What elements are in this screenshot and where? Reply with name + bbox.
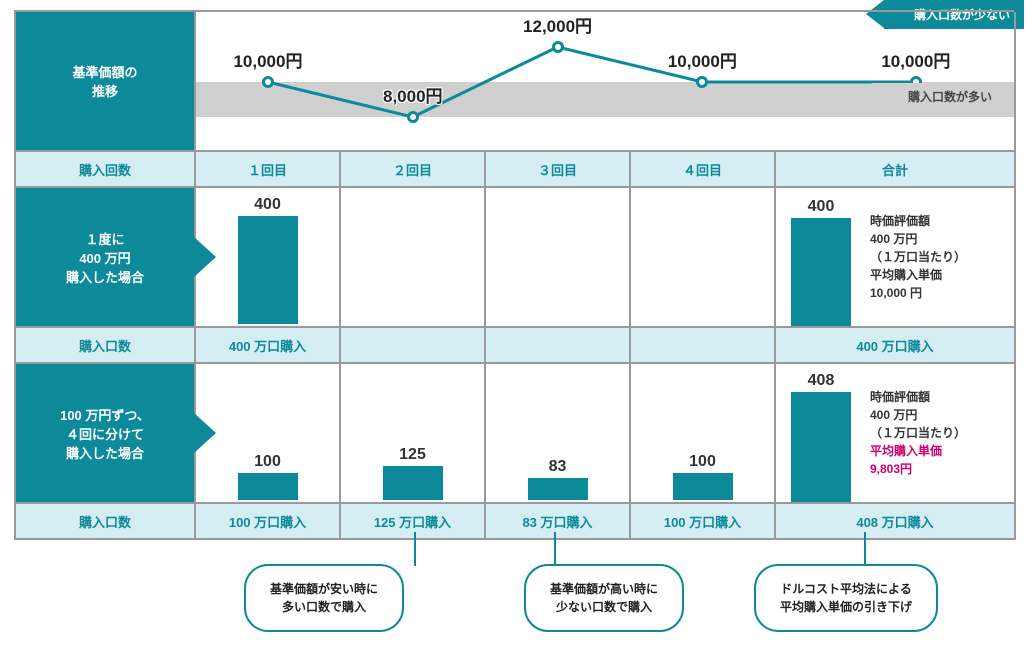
total-text-line: 9,803円 [870,460,1014,478]
chart-point [407,111,419,123]
s1-ftot: 400 万口購入 [776,328,1016,364]
bar [528,478,588,500]
bar [673,473,733,500]
s1-bar-2 [341,188,486,328]
chart-cell: 10,000円 8,000円 12,000円 10,000円 10,000円 購入口数が… [196,12,1016,152]
s2-f1: 100 万口購入 [196,504,341,540]
scenario2-title: 100 万円ずつ、 ４回に分けて 購入した場合 [16,364,196,504]
callout-tail [554,532,556,566]
total-bar-label: 400 [808,198,835,216]
callout-bubble: 基準価額が高い時に 少ない口数で購入 [524,564,684,632]
chart-line-svg [196,12,1014,152]
col-1: １回目 [196,152,341,188]
col-total: 合計 [776,152,1016,188]
bar-value-label: 100 [254,453,281,471]
s2-bar-2: 125 [341,364,486,504]
s1-bar-3 [486,188,631,328]
total-bar [791,392,851,502]
s1-f1: 400 万口購入 [196,328,341,364]
bar [238,473,298,500]
bar-value-label: 100 [689,453,716,471]
total-text-line: 時価評価額 [870,212,1014,230]
bar-value-label: 125 [399,446,426,464]
total-text-line: 10,000 円 [870,284,1014,302]
callout-tail [864,532,866,566]
chart-point-label: 10,000円 [233,47,302,72]
s1-f2 [341,328,486,364]
comparison-table: 基準価額の 推移 10,000円8,000円12,000円10,000円10,0… [14,10,1014,540]
total-bar-label: 408 [808,372,835,390]
total-text-line: 400 万円 [870,406,1014,424]
s2-bar-3: 83 [486,364,631,504]
col-4: ４回目 [631,152,776,188]
col-3: ３回目 [486,152,631,188]
chart-point-label: 10,000円 [881,47,950,72]
scenario1-title: １度に 400 万円 購入した場合 [16,188,196,328]
header-count: 購入回数 [16,152,196,188]
s1-bar-1: 400 [196,188,341,328]
callouts: 基準価額が安い時に 多い口数で購入 基準価額が高い時に 少ない口数で購入 ドルコスト… [14,536,1014,646]
total-text-line: 時価評価額 [870,388,1014,406]
s2-units-label: 購入口数 [16,504,196,540]
header-price-trend: 基準価額の 推移 [16,12,196,152]
col-2: ２回目 [341,152,486,188]
callout-bubble: ドルコスト平均法による 平均購入単価の引き下げ [754,564,938,632]
s2-f4: 100 万口購入 [631,504,776,540]
s1-units-label: 購入口数 [16,328,196,364]
callout-tail [414,532,416,566]
bar [383,466,443,500]
callout-bubble: 基準価額が安い時に 多い口数で購入 [244,564,404,632]
chart-point-label: 12,000円 [523,12,592,37]
bar-value-label: 400 [254,196,281,214]
bar-value-label: 83 [549,458,567,476]
s1-total: 400 時価評価額400 万円（１万口当たり）平均購入単価10,000 円 [776,188,1016,328]
s1-bar-4 [631,188,776,328]
chart-point-label: 10,000円 [668,47,737,72]
chart-point [696,76,708,88]
chart-point [552,41,564,53]
s1-f4 [631,328,776,364]
total-text-line: 平均購入単価 [870,442,1014,460]
s2-f3: 83 万口購入 [486,504,631,540]
total-text-line: 400 万円 [870,230,1014,248]
s2-bar-4: 100 [631,364,776,504]
s1-f3 [486,328,631,364]
chart-point-label: 8,000円 [383,82,443,107]
s2-bar-1: 100 [196,364,341,504]
total-text-line: （１万口当たり） [870,424,1014,442]
bar [238,216,298,324]
chart-point [262,76,274,88]
flag-many-units: 購入口数が多い [872,83,1012,110]
s2-ftot: 408 万口購入 [776,504,1016,540]
total-text-line: （１万口当たり） [870,248,1014,266]
s2-total: 408 時価評価額400 万円（１万口当たり）平均購入単価9,803円 [776,364,1016,504]
total-text-line: 平均購入単価 [870,266,1014,284]
total-bar [791,218,851,326]
